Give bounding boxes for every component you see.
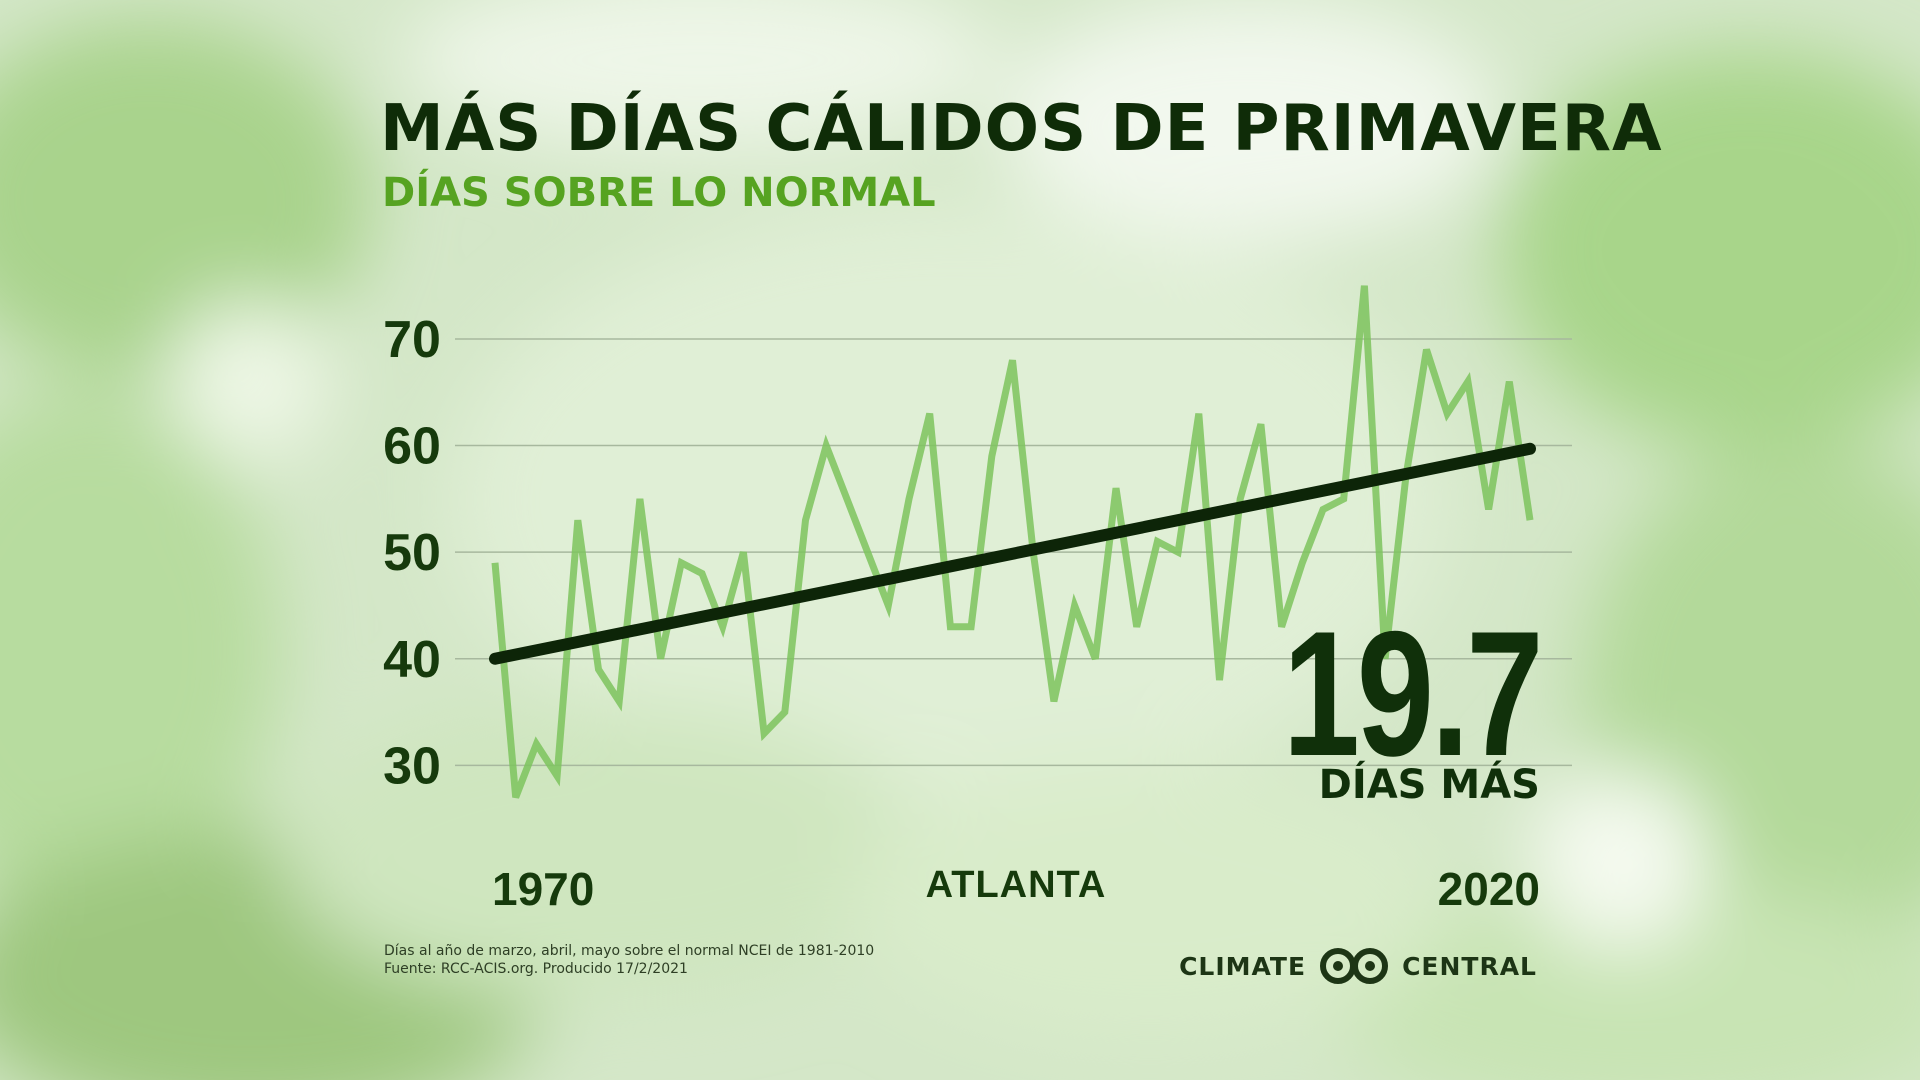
logo-rings-icon [1320, 948, 1389, 984]
y-axis-ticks: 30 40 50 60 70 [383, 311, 441, 795]
trend-layer [489, 442, 1536, 665]
logo-text-right: CENTRAL [1402, 951, 1537, 981]
footnote-line-2: Fuente: RCC-ACIS.org. Producido 17/2/202… [384, 961, 688, 977]
y-tick-label-40: 40 [383, 631, 441, 689]
x-tick-label-end: 2020 [1438, 863, 1540, 915]
chart-title: MÁS DÍAS CÁLIDOS DE PRIMAVERA [380, 92, 1663, 166]
logo-text-left: CLIMATE [1179, 951, 1307, 981]
trend-line [489, 442, 1536, 665]
y-tick-label-30: 30 [383, 737, 441, 795]
chart-subtitle: DÍAS SOBRE LO NORMAL [382, 170, 936, 216]
climate-central-logo: CLIMATE CENTRAL [1179, 944, 1537, 988]
x-tick-label-start: 1970 [492, 863, 594, 915]
y-tick-label-60: 60 [383, 418, 441, 476]
footnote: Días al año de marzo, abril, mayo sobre … [384, 942, 874, 978]
callout-value: 19.7 [1282, 594, 1543, 793]
location-label: ATLANTA [926, 864, 1107, 906]
y-tick-label-70: 70 [383, 311, 441, 369]
y-tick-label-50: 50 [383, 524, 441, 582]
callout-label: DÍAS MÁS [1318, 762, 1540, 808]
footnote-line-1: Días al año de marzo, abril, mayo sobre … [384, 943, 875, 959]
